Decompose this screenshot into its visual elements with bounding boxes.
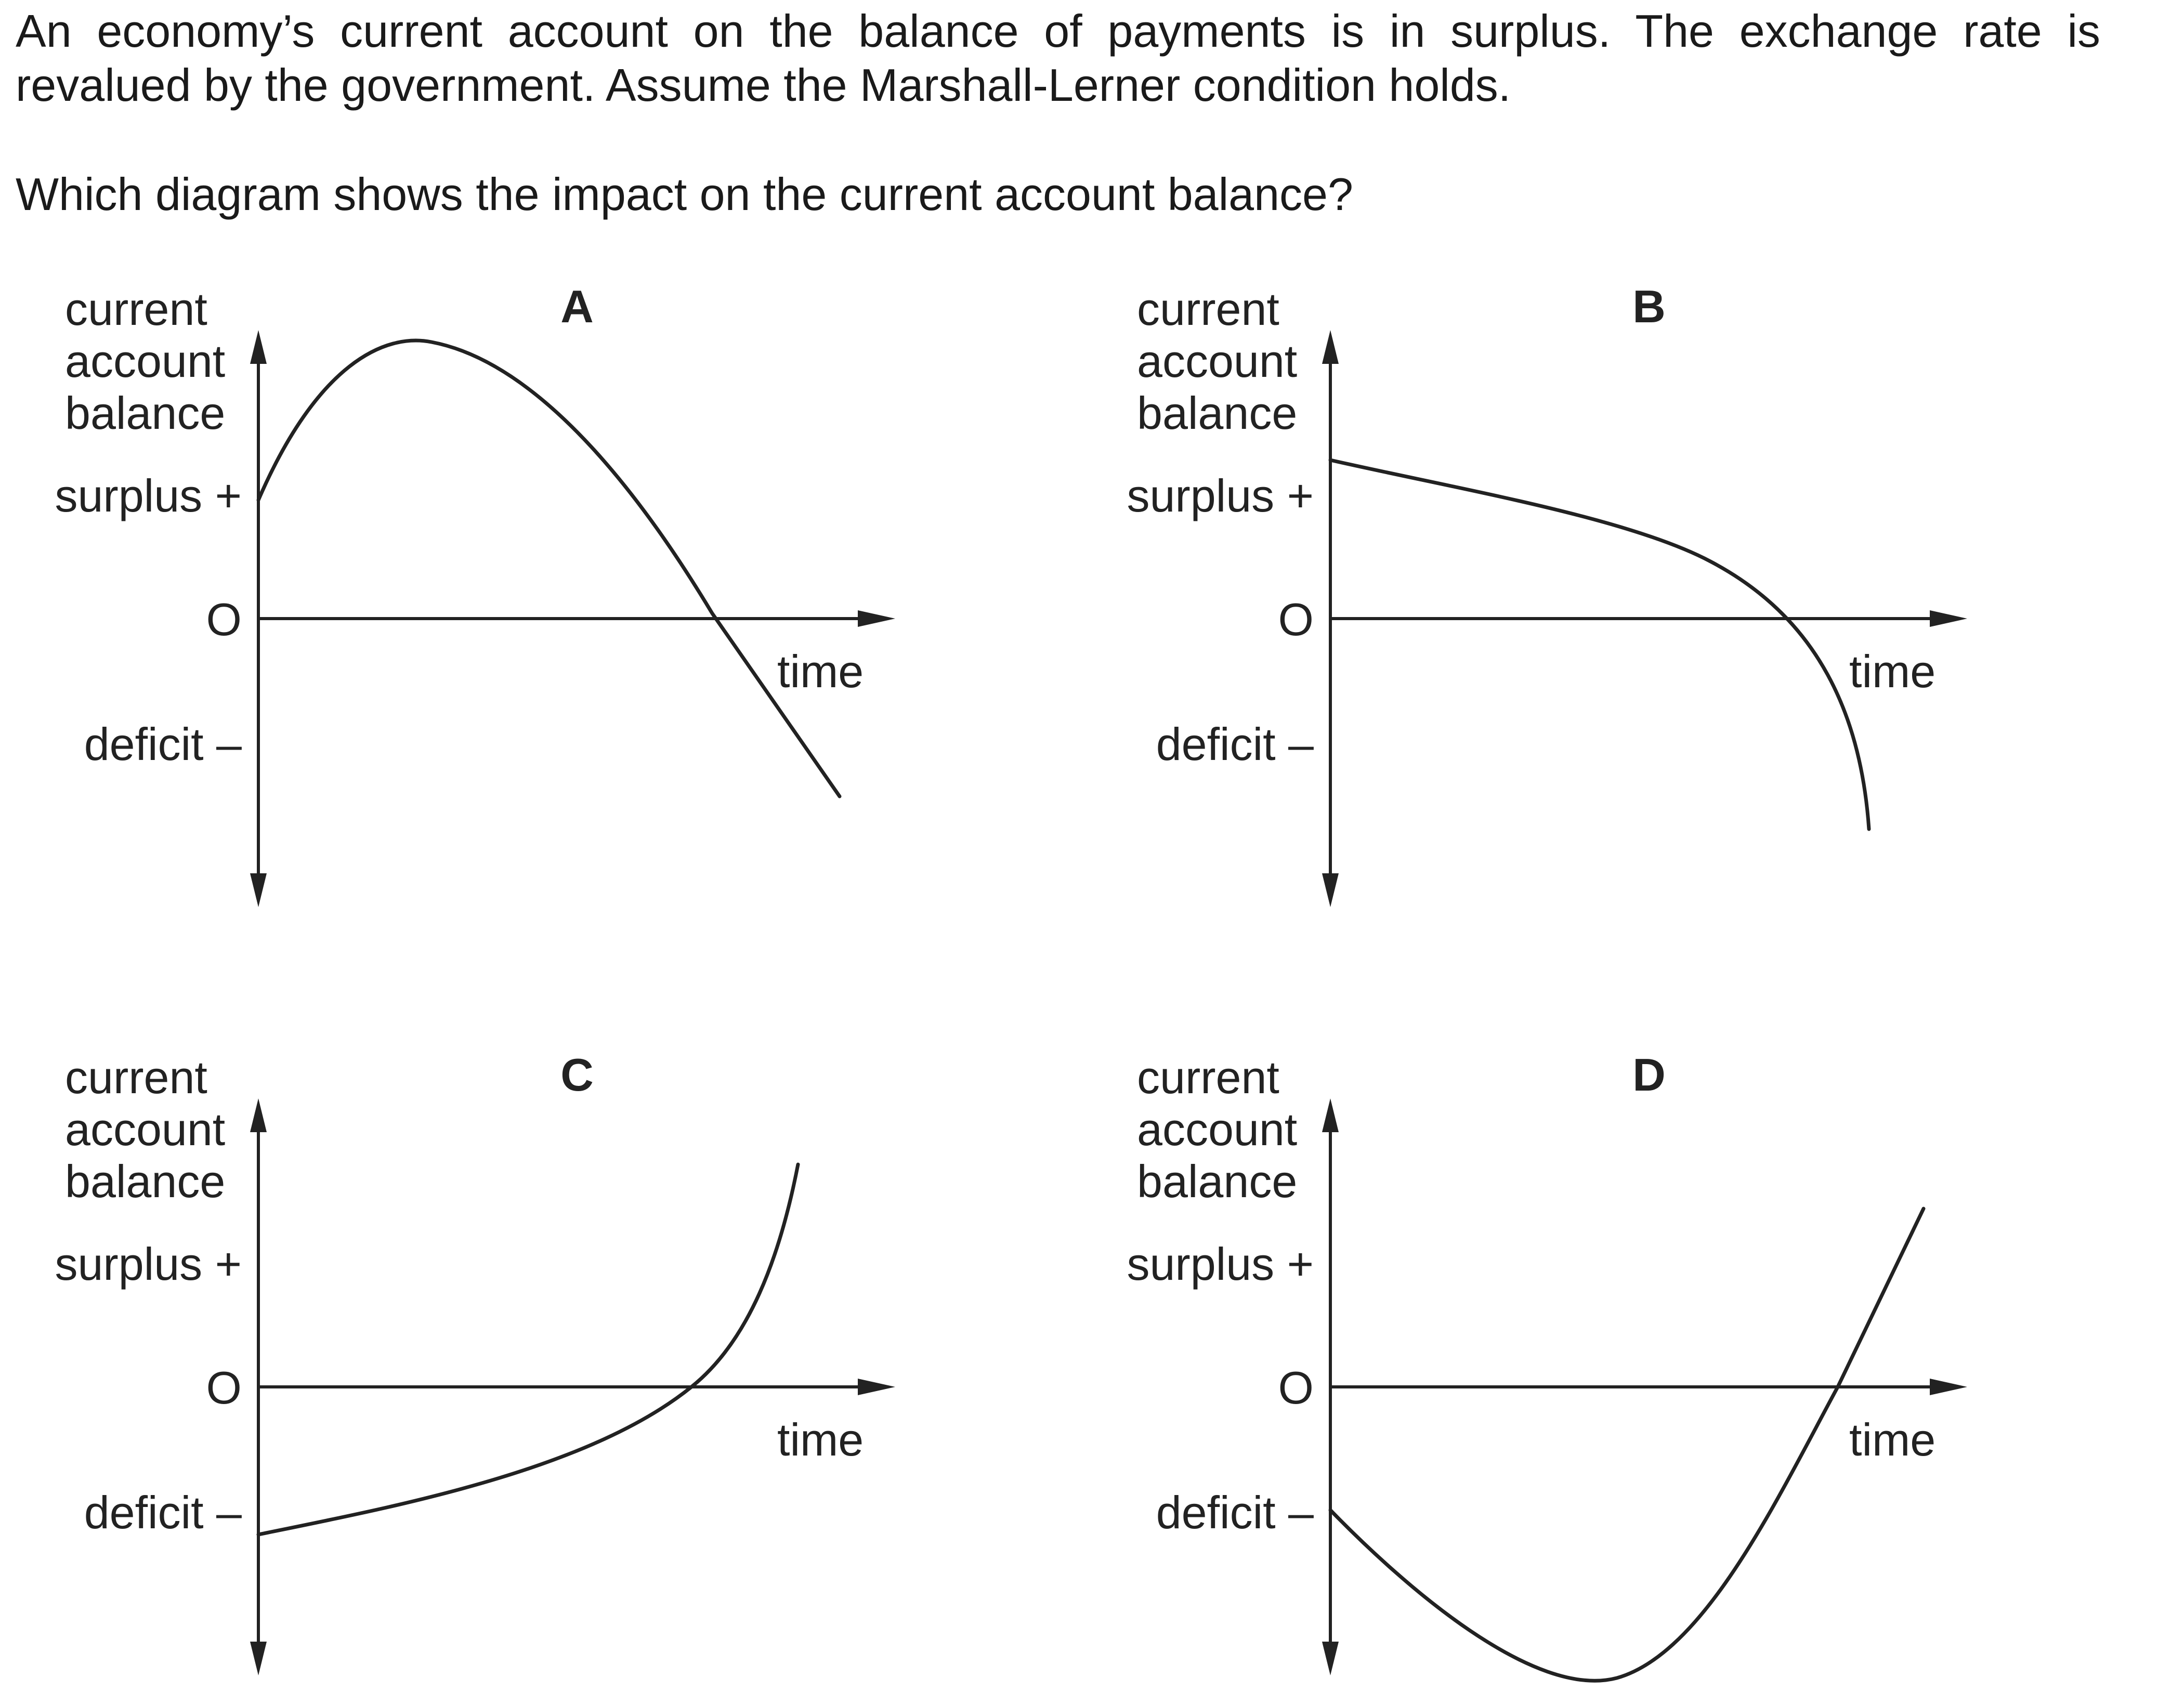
diagram-d: D current account balance surplus + O de… (1127, 1049, 1967, 1683)
diagram-a: A current account balance surplus + O de… (55, 281, 895, 907)
question-text-line-2: revalued by the government. Assume the M… (16, 59, 1511, 111)
diagram-b-letter: B (1632, 281, 1666, 332)
diagram-b-ylabel-line-1: current (1137, 283, 1279, 335)
diagram-a-y-arrow-up (250, 330, 267, 364)
diagram-b-x-arrow (1930, 610, 1967, 627)
diagram-a-origin-label: O (206, 594, 242, 645)
diagram-c-y-arrow-up (250, 1098, 267, 1132)
diagram-c-x-arrow (858, 1379, 895, 1395)
diagram-d-deficit-label: deficit – (1156, 1487, 1314, 1538)
question-text-line-1: An economy’s current account on the bala… (16, 5, 2100, 57)
diagram-b: B current account balance surplus + O de… (1127, 281, 1967, 907)
diagram-c-y-arrow-down (250, 1642, 267, 1675)
question-prompt: Which diagram shows the impact on the cu… (16, 168, 1353, 220)
diagram-d-ylabel-line-2: account (1137, 1104, 1297, 1155)
diagram-c: C current account balance surplus + O de… (55, 1049, 895, 1675)
diagram-a-ylabel-line-3: balance (65, 387, 225, 439)
diagram-b-time-label: time (1849, 646, 1935, 697)
diagram-b-deficit-label: deficit – (1156, 718, 1314, 770)
diagram-c-ylabel-line-2: account (65, 1104, 225, 1155)
diagram-c-surplus-label: surplus + (55, 1238, 242, 1290)
diagram-b-ylabel-line-3: balance (1137, 387, 1297, 439)
diagram-c-curve (256, 1162, 800, 1537)
diagram-c-time-label: time (777, 1414, 864, 1465)
diagram-c-ylabel-line-3: balance (65, 1156, 225, 1207)
diagram-b-y-arrow-down (1322, 873, 1339, 907)
diagram-c-deficit-label: deficit – (84, 1487, 242, 1538)
diagram-b-origin-label: O (1278, 594, 1314, 645)
diagram-a-ylabel-line-1: current (65, 283, 207, 335)
diagram-d-curve (1328, 1207, 1926, 1683)
diagram-a-y-arrow-down (250, 873, 267, 907)
diagram-d-y-arrow-up (1322, 1098, 1339, 1132)
diagram-d-x-arrow (1930, 1379, 1967, 1395)
diagram-d-time-label: time (1849, 1414, 1935, 1465)
diagram-c-origin-label: O (206, 1362, 242, 1413)
diagram-d-ylabel-line-1: current (1137, 1052, 1279, 1103)
diagram-a-letter: A (560, 281, 594, 332)
diagram-b-y-arrow-up (1322, 330, 1339, 364)
diagram-a-x-arrow (858, 610, 895, 627)
diagram-d-origin-label: O (1278, 1362, 1314, 1413)
diagram-c-ylabel-line-1: current (65, 1052, 207, 1103)
diagram-b-surplus-label: surplus + (1127, 470, 1314, 521)
diagram-b-ylabel-line-2: account (1137, 335, 1297, 387)
diagram-a-time-label: time (777, 646, 864, 697)
diagram-d-y-arrow-down (1322, 1642, 1339, 1675)
diagram-a-ylabel-line-2: account (65, 335, 225, 387)
diagram-c-letter: C (560, 1049, 594, 1100)
diagram-d-surplus-label: surplus + (1127, 1238, 1314, 1290)
diagram-a-curve (256, 338, 842, 798)
diagram-d-ylabel-line-3: balance (1137, 1156, 1297, 1207)
diagram-a-surplus-label: surplus + (55, 470, 242, 521)
diagram-a-deficit-label: deficit – (84, 718, 242, 770)
diagram-b-curve (1328, 458, 1871, 831)
diagram-d-letter: D (1632, 1049, 1666, 1100)
